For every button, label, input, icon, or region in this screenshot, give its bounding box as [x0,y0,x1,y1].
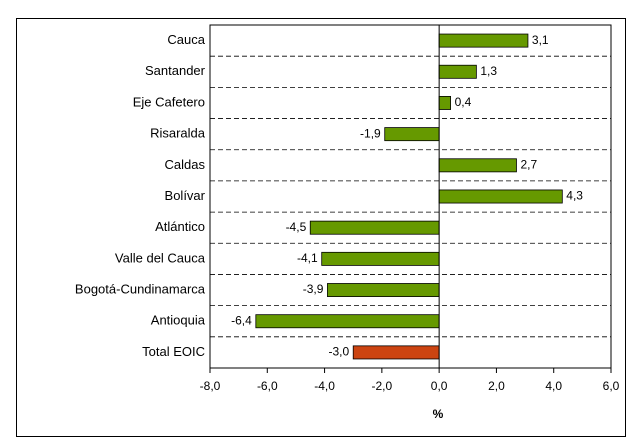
bar [321,251,440,266]
bar [384,127,440,142]
bar [438,64,477,79]
bar [438,189,563,204]
bar [327,283,440,297]
value-label: -1,9 [360,126,381,140]
category-label: Eje Cafetero [133,94,205,109]
value-label: -3,9 [303,282,324,296]
bar [352,345,440,360]
plot-area [209,24,612,369]
bar [309,220,440,235]
value-label: 2,7 [520,157,537,171]
x-tick-label: 6,0 [603,379,620,393]
value-label: -4,5 [286,220,307,234]
value-label: -6,4 [231,313,252,327]
x-tick-label: -6,0 [257,379,278,393]
category-label: Caldas [165,157,206,172]
category-label: Atlántico [155,219,205,234]
bar [438,33,529,48]
category-label: Total EOIC [142,344,205,359]
x-tick-label: -4,0 [314,379,335,393]
x-axis-label: % [433,407,444,421]
value-label: -4,1 [297,251,318,265]
x-tick-label: 4,0 [545,379,562,393]
category-label: Cauca [167,32,205,47]
category-label: Bogotá-Cundinamarca [75,281,206,296]
category-label: Valle del Cauca [115,250,206,265]
value-label: 0,4 [455,95,472,109]
bar [438,158,517,173]
bar [255,314,440,329]
category-label: Bolívar [165,188,206,203]
x-tick-label: 0,0 [431,379,448,393]
bar [438,96,451,110]
value-label: 1,3 [480,64,497,78]
value-label: 4,3 [566,189,583,203]
category-label: Santander [145,63,206,78]
x-tick-label: 2,0 [488,379,505,393]
value-label: 3,1 [532,33,549,47]
category-label: Antioquia [151,313,206,328]
x-tick-label: -2,0 [372,379,393,393]
value-label: -3,0 [329,345,350,359]
x-tick-label: -8,0 [200,379,221,393]
category-label: Risaralda [150,126,206,141]
